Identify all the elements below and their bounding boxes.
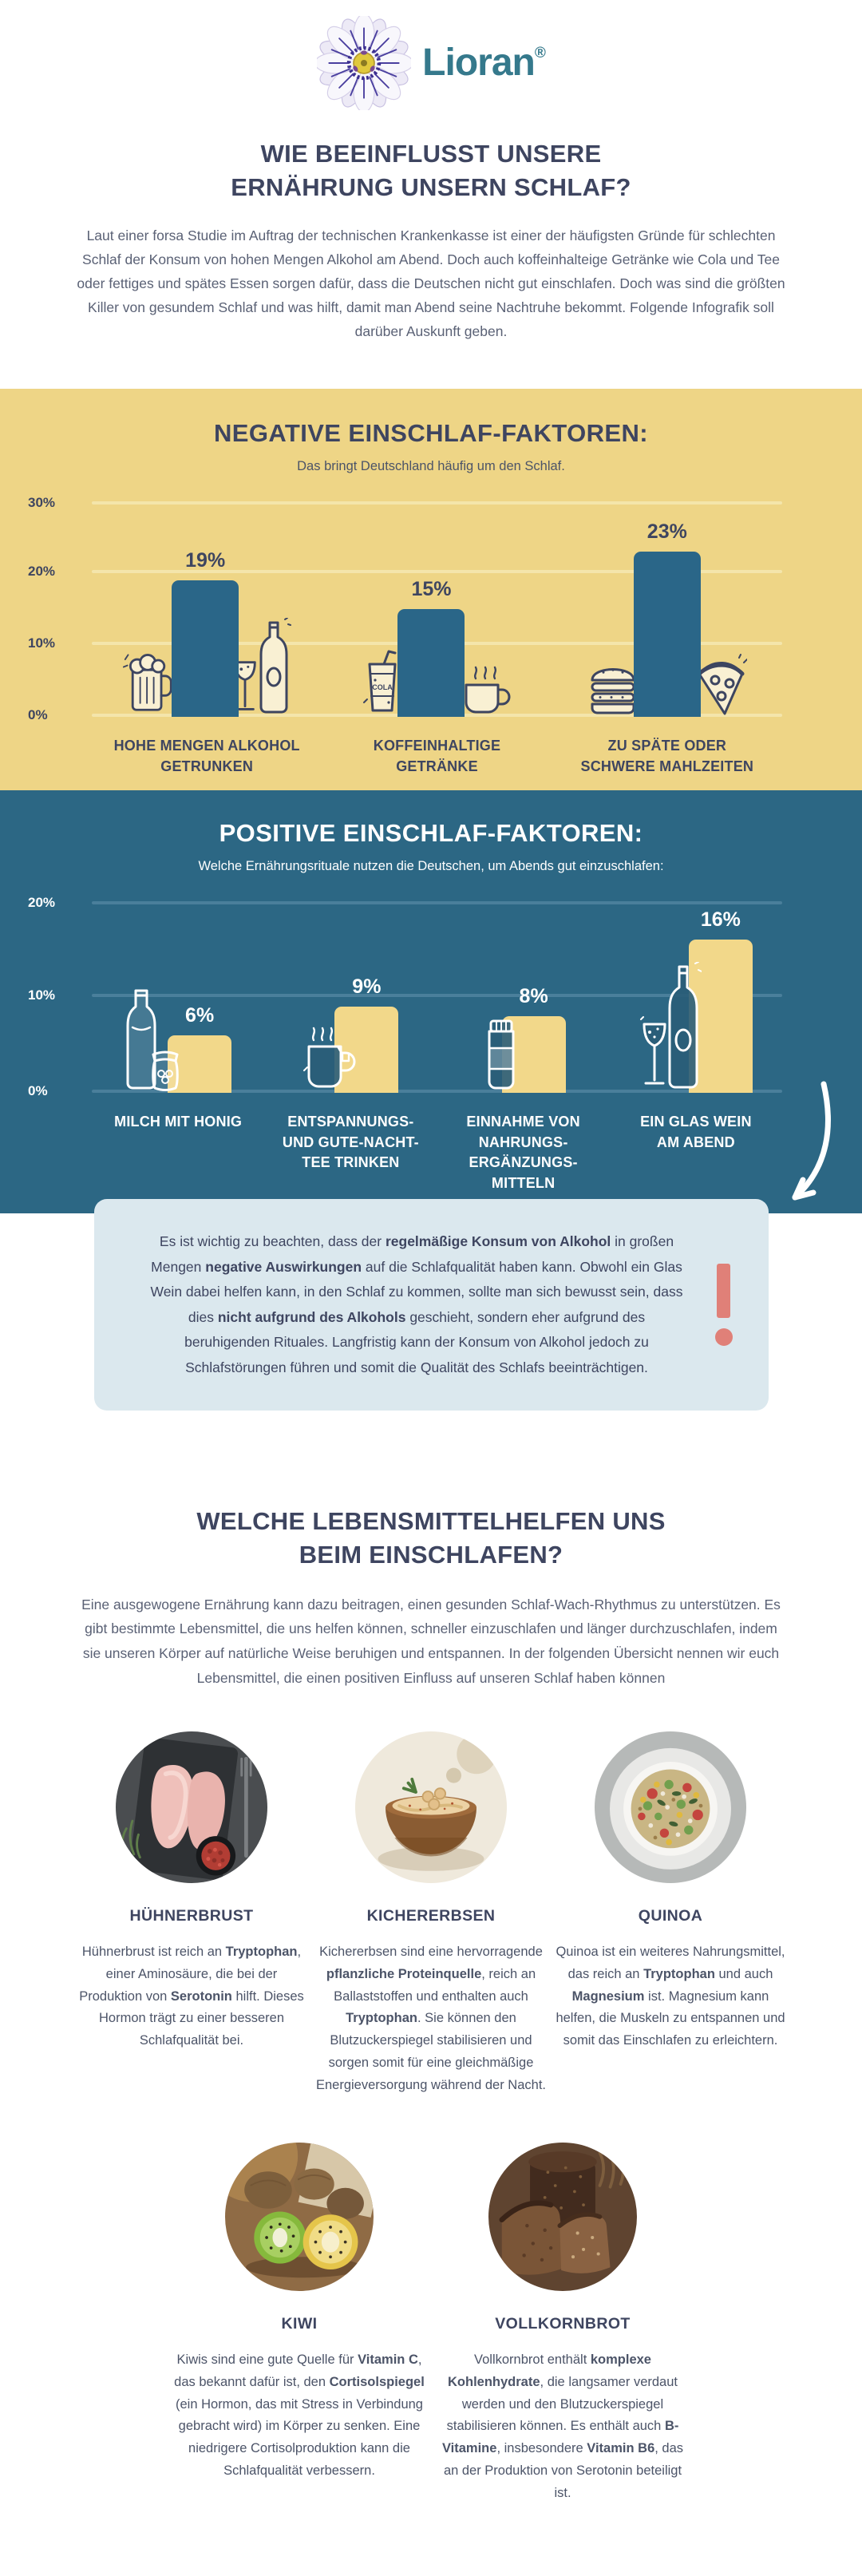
bar-value-supplements: 8% (519, 985, 548, 1007)
food-card-kiwi: KIWI Kiwis sind eine gute Quelle für Vit… (168, 2143, 431, 2504)
food-description: Hühnerbrust ist reich an Tryptophan, ein… (79, 1945, 304, 2048)
foods-intro: Eine ausgewogene Ernährung kann dazu bei… (81, 1596, 781, 1686)
category-label-supplements: EINNAHME VON NAHRUNGS-ERGÄNZUNGS-MITTELN (466, 1114, 580, 1191)
pizza-slice-icon (697, 654, 747, 715)
food-description: Kiwis sind eine gute Quelle für Vitamin … (174, 2352, 425, 2478)
positive-chart-plot: 20% 10% 0% (28, 895, 782, 1098)
brand-logo: Lioran® (0, 16, 862, 110)
passionflower-logo-icon (317, 16, 412, 110)
cola-cup-icon: COLA (363, 650, 397, 712)
positive-section-title: POSITIVE EINSCHLAF-FAKTOREN: (219, 819, 643, 847)
y-tick-30: 30% (28, 495, 56, 510)
food-description: Vollkornbrot enthält komplexe Kohlenhydr… (441, 2352, 684, 2500)
gridline-30: 30% (28, 495, 782, 510)
bar-meals: 23% (633, 520, 701, 717)
bar-value-tea: 9% (352, 975, 382, 998)
bar-value-caffeine: 15% (411, 578, 452, 600)
wine-bottle-icon (259, 618, 292, 714)
brand-name: Lioran® (422, 42, 546, 84)
food-card-huehnerbrust: HÜHNERBRUST Hühnerbrust ist reich an Try… (72, 1731, 311, 2096)
registered-mark: ® (534, 45, 546, 61)
bar-group-tea: 9% (264, 901, 437, 1093)
hummus-bowl-photo (355, 1731, 507, 1884)
wholegrain-bread-photo (488, 2143, 637, 2292)
header: Lioran® WIE BEEINFLUSST UNSERE ERNÄHRUNG… (0, 0, 862, 389)
food-description: Kichererbsen sind eine hervorragende pfl… (315, 1945, 546, 2092)
alcohol-warning-box: Es ist wichtig zu beachten, dass der reg… (93, 1199, 769, 1411)
food-name: KICHERERBSEN (366, 1907, 496, 1925)
tea-mug-icon (303, 1027, 356, 1088)
wine-glass-icon (639, 1016, 666, 1085)
category-label-tea: ENTSPANNUNGS- UND GUTE-NACHT-TEE TRINKEN (282, 1114, 419, 1171)
quinoa-salad-photo (595, 1731, 746, 1884)
y-tick-10: 10% (28, 987, 56, 1003)
gridline-10: 10% (28, 987, 782, 1003)
category-label-alcohol: HOHE MENGEN ALKOHOL GETRUNKEN (113, 738, 300, 774)
foods-title: WELCHE LEBENSMITTELHELFEN UNS BEIM EINSC… (196, 1507, 666, 1569)
food-card-vollkornbrot: VOLLKORNBROT Vollkornbrot enthält komple… (431, 2143, 694, 2504)
category-label-wine: EIN GLAS WEIN AM ABEND (640, 1114, 752, 1150)
milk-bottle-icon (126, 989, 156, 1090)
food-card-kichererbsen: KICHERERBSEN Kichererbsen sind eine herv… (311, 1731, 551, 2096)
food-name: VOLLKORNBROT (495, 2315, 631, 2333)
positive-section-subtitle: Welche Ernährungsrituale nutzen die Deut… (198, 859, 664, 873)
y-tick-0: 0% (28, 1083, 48, 1098)
category-label-milk-honey: MILCH MIT HONIG (114, 1114, 243, 1130)
bar-group-milk-honey: 6% (92, 901, 264, 1093)
y-tick-20: 20% (28, 895, 56, 910)
gridline-0: 0% (28, 1083, 782, 1098)
page-title: WIE BEEINFLUSST UNSERE ERNÄHRUNG UNSERN … (231, 140, 631, 201)
foods-section: WELCHE LEBENSMITTELHELFEN UNS BEIM EINSC… (0, 1411, 862, 2576)
bar-caffeine: 15% (397, 578, 465, 717)
negative-bar-chart: 30% 20% 10% 0% 19% (28, 495, 782, 777)
exclamation-icon (713, 1264, 735, 1346)
bar-value-milk-honey: 6% (185, 1004, 215, 1027)
bar-group-meals: 23% (552, 501, 782, 717)
negative-chart-plot: 30% 20% 10% 0% 19% (28, 495, 782, 722)
bar-group-wine: 16% (610, 901, 782, 1093)
y-tick-10: 10% (28, 635, 56, 651)
bar-group-supplements: 8% (437, 901, 610, 1093)
bar-value-meals: 23% (646, 520, 687, 543)
positive-bar-chart: 20% 10% 0% (28, 895, 782, 1193)
food-name: QUINOA (638, 1907, 703, 1925)
bar-alcohol: 19% (172, 549, 239, 717)
warning-section: Es ist wichtig zu beachten, dass der reg… (0, 1199, 862, 1411)
curved-arrow-down-icon (792, 1081, 831, 1201)
bar-wine: 16% (688, 908, 753, 1093)
negative-section-subtitle: Das bringt Deutschland häufig um den Sch… (297, 459, 565, 473)
wine-bottle-icon (668, 962, 702, 1089)
gridline-20: 20% (28, 895, 782, 910)
food-name: HÜHNERBRUST (129, 1907, 254, 1925)
negative-factors-section: NEGATIVE EINSCHLAF-FAKTOREN: Das bringt … (0, 389, 862, 790)
coffee-mug-icon (465, 666, 511, 714)
beer-mug-icon (123, 653, 172, 711)
bar-value-wine: 16% (700, 908, 741, 931)
burger-icon (591, 668, 635, 714)
kiwi-fruits-photo (225, 2143, 374, 2292)
bar-group-alcohol: 19% (92, 501, 322, 717)
y-tick-0: 0% (28, 707, 48, 722)
negative-section-title: NEGATIVE EINSCHLAF-FAKTOREN: (214, 419, 648, 447)
food-card-quinoa: QUINOA Quinoa ist ein weiteres Nahrungsm… (551, 1731, 790, 2096)
bar-milk-honey: 6% (168, 1004, 232, 1093)
supplement-bottle-icon (488, 1019, 515, 1090)
bar-value-alcohol: 19% (185, 549, 226, 572)
wine-glass-icon (234, 661, 256, 710)
warning-text: Es ist wichtig zu beachten, dass der reg… (150, 1233, 683, 1375)
honey-jar-icon (152, 1051, 179, 1091)
gridline-20: 20% (28, 564, 782, 579)
intro-paragraph: Laut einer forsa Studie im Auftrag der t… (77, 227, 785, 340)
food-description: Quinoa ist ein weiteres Nahrungsmittel, … (556, 1945, 785, 2048)
positive-factors-section: POSITIVE EINSCHLAF-FAKTOREN: Welche Ernä… (0, 790, 862, 1213)
category-label-meals: ZU SPÄTE ODER SCHWERE MAHLZEITEN (580, 738, 754, 774)
food-name: KIWI (281, 2315, 318, 2333)
svg-text:COLA: COLA (373, 683, 393, 691)
bar-group-caffeine: COLA 15% (322, 501, 552, 717)
y-tick-20: 20% (28, 564, 56, 579)
category-label-caffeine: KOFFEINHALTIGE GETRÄNKE (373, 738, 501, 774)
bar-tea: 9% (334, 975, 399, 1093)
chicken-breast-photo (116, 1731, 267, 1884)
